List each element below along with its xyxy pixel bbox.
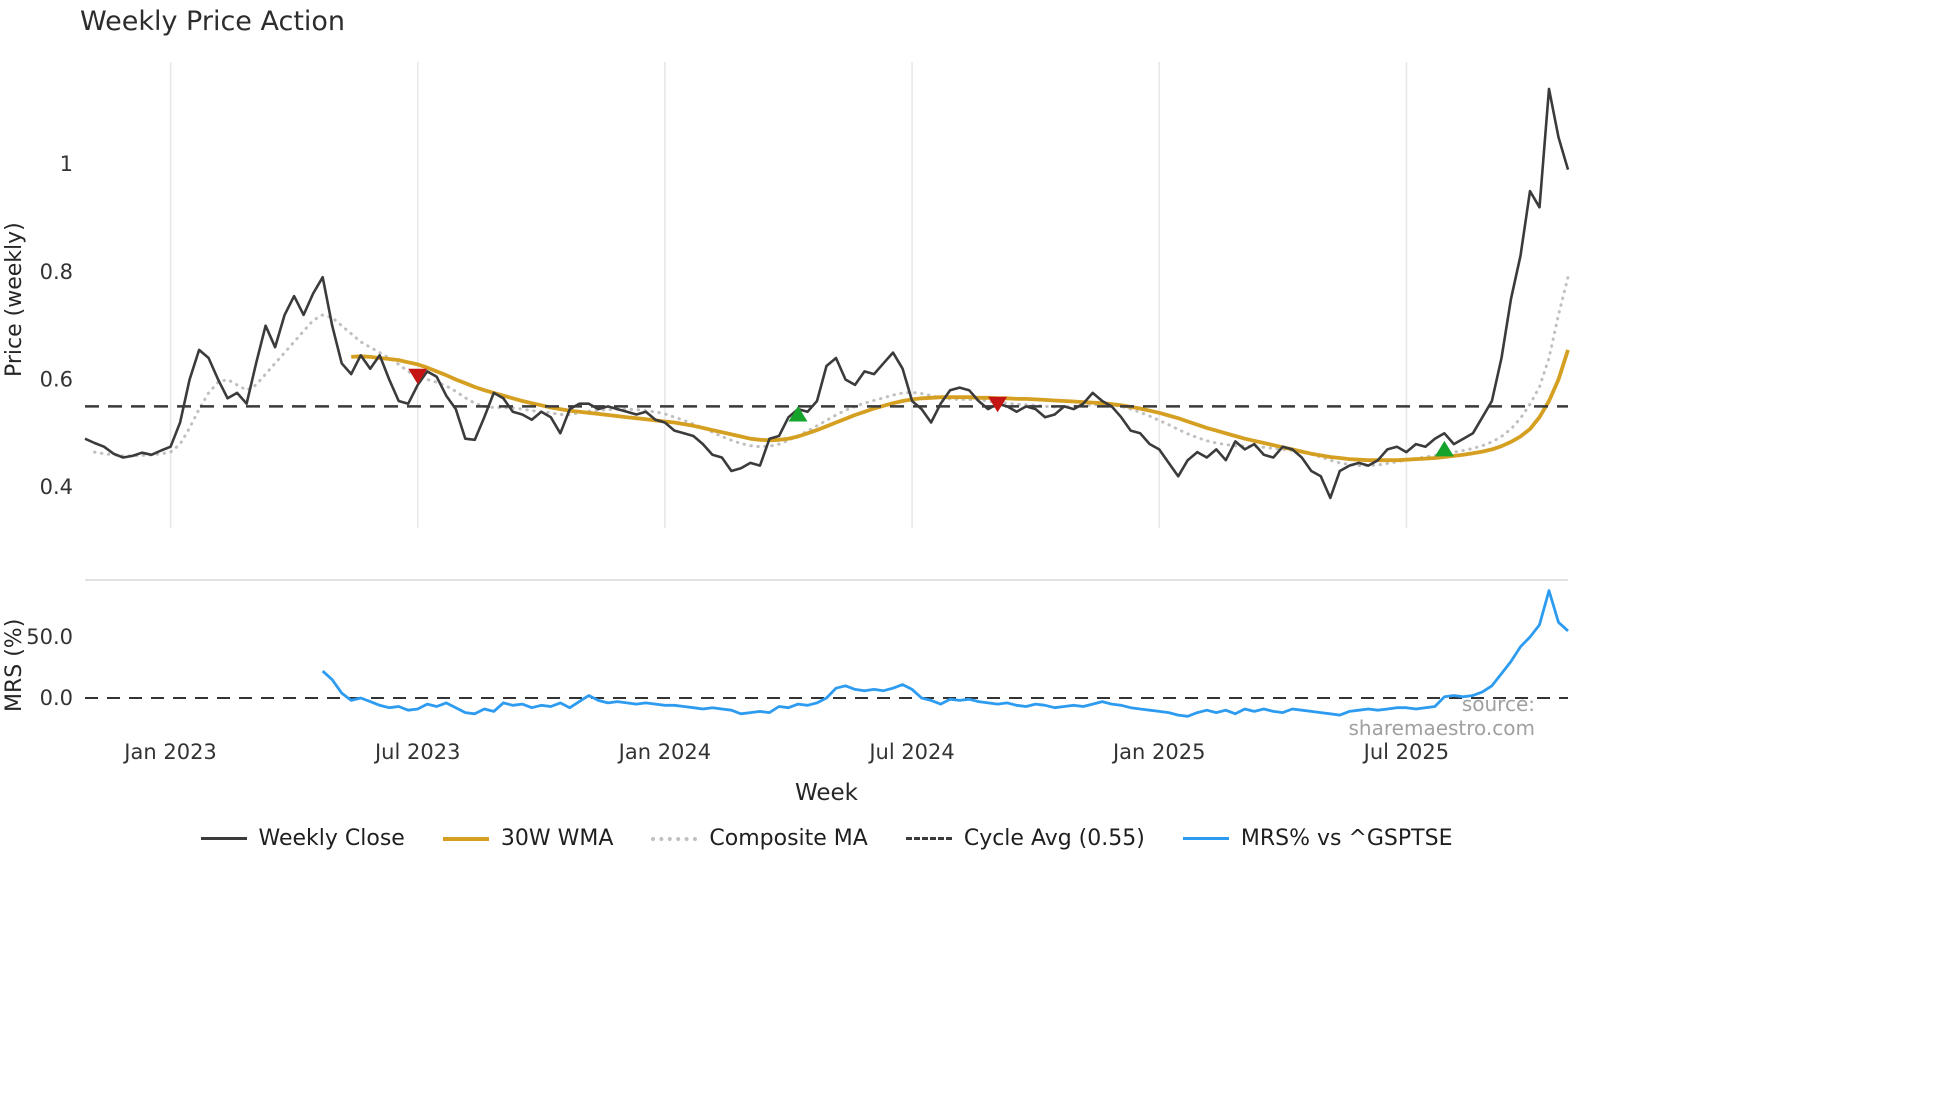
cycle-avg-line-swatch (905, 837, 952, 840)
weekly-close-line-swatch (200, 837, 247, 840)
buy-marker (1434, 440, 1454, 457)
y-tick-label: 50.0 (26, 625, 73, 649)
wma-line-swatch (442, 836, 489, 841)
chart-legend: Weekly Close 30W WMA Composite MA Cycle … (85, 826, 1568, 851)
x-tick-label: Jan 2025 (1111, 740, 1206, 764)
composite-ma-line (93, 275, 1570, 468)
mrs-vs-gsptse-line (321, 589, 1569, 718)
30w-wma-line (351, 349, 1570, 463)
x-axis-label: Week (794, 780, 858, 806)
legend-item-composite-ma: Composite MA (651, 826, 868, 851)
x-tick-label: Jul 2023 (373, 740, 460, 764)
y-tick-label: 0.6 (40, 367, 73, 391)
buy-marker (788, 405, 808, 422)
sell-marker (988, 396, 1008, 413)
weekly-close-line (84, 87, 1570, 500)
legend-label: MRS% vs ^GSPTSE (1240, 826, 1453, 851)
y-tick-label: 0.8 (40, 260, 73, 284)
sell-marker (408, 368, 428, 385)
watermark-source: source: sharemaestro.com (1348, 692, 1535, 740)
y-tick-label: 0.4 (40, 475, 73, 499)
x-tick-label: Jan 2024 (617, 740, 712, 764)
legend-label: Weekly Close (258, 826, 405, 851)
x-tick-label: Jan 2023 (122, 740, 217, 764)
y-tick-label: 0.0 (40, 686, 73, 710)
x-tick-label: Jul 2024 (867, 740, 954, 764)
legend-label: Composite MA (709, 826, 868, 851)
mrs-line-swatch (1182, 837, 1229, 840)
chart-title: Weekly Price Action (80, 6, 346, 37)
legend-item-weekly-close: Weekly Close (200, 826, 405, 851)
legend-item-mrs: MRS% vs ^GSPTSE (1182, 826, 1453, 851)
legend-label: Cycle Avg (0.55) (963, 826, 1145, 851)
x-tick-label: Jul 2025 (1362, 740, 1449, 764)
y-tick-label: 1 (60, 152, 73, 176)
legend-label: 30W WMA (500, 826, 614, 851)
legend-item-cycle-avg: Cycle Avg (0.55) (905, 826, 1145, 851)
composite-ma-line-swatch (651, 836, 698, 841)
legend-item-30w-wma: 30W WMA (442, 826, 614, 851)
